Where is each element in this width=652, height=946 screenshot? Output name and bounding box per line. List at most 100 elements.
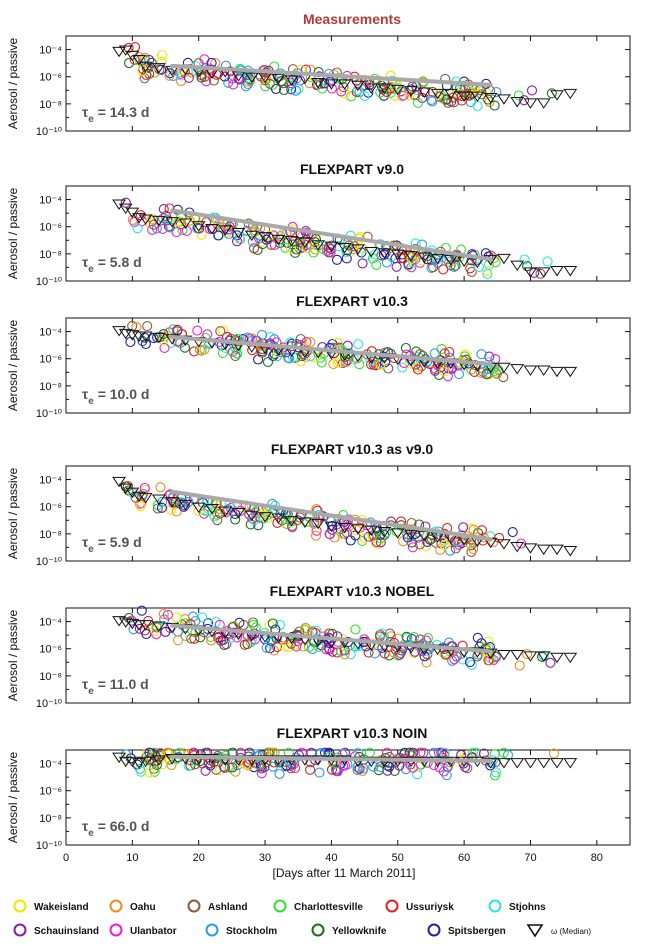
data-point [375,761,386,773]
legend-item: Stjohns [488,899,546,913]
median-marker [483,758,498,769]
data-point [468,524,479,535]
legend-item: Ashland [187,899,247,913]
data-point [548,748,560,759]
median-marker [132,331,146,342]
data-point [310,530,322,541]
data-point [473,262,484,273]
median-marker [271,755,286,766]
median-marker [563,88,578,100]
x-tick-label: 10 [126,852,138,864]
x-tick-label: 30 [259,852,271,864]
data-point [316,357,327,368]
data-point [490,354,501,365]
data-point [407,542,418,553]
data-point [231,632,242,643]
data-point [417,255,428,266]
data-point [146,57,157,68]
data-point [478,748,489,759]
median-marker [496,539,511,550]
y-tick-label: 10⁻⁴ [39,759,62,771]
y-tick-label: 10⁻¹⁰ [36,276,63,288]
y-axis-label: Aerosol / passive [6,319,20,411]
median-marker [404,529,418,541]
data-point [151,620,162,632]
median-marker [138,493,153,504]
data-point [481,265,493,276]
median-marker [496,253,511,265]
median-marker [112,476,127,488]
data-point [332,337,343,348]
data-point [292,515,303,526]
tau-value: = 11.0 d [94,676,149,692]
data-point [491,367,502,378]
median-marker [112,326,127,337]
data-point [135,501,146,512]
data-point [324,529,335,540]
y-tick-label: 10⁻⁴ [39,475,62,487]
data-point [160,626,171,637]
data-point [378,249,390,260]
median-marker [390,756,405,768]
data-point [183,496,194,508]
median-marker [523,758,538,769]
median-marker [510,97,525,108]
data-point [351,86,362,97]
data-point [498,747,509,758]
median-marker [244,510,259,522]
median-marker [138,61,153,73]
legend-item: Charlottesville [273,899,363,913]
x-tick-label: 60 [458,852,470,864]
data-point [156,502,167,513]
data-point [264,78,275,89]
data-point [213,632,224,643]
data-point [428,262,439,273]
data-point [183,760,194,771]
data-point [406,262,417,273]
legend-label: ω (Median) [551,927,591,936]
median-marker [417,252,432,263]
panel-3: FLEXPART v10.3 Aerosol / passive 10⁻⁴ 10⁻⁶ 1… [6,293,631,420]
median-marker [151,332,166,344]
median-marker [377,756,392,768]
data-point [259,762,270,773]
data-point [421,657,432,668]
y-tick-label: 10⁻⁶ [39,354,62,366]
data-point [266,636,277,647]
data-point [196,64,207,76]
data-point [134,55,145,66]
median-marker [231,228,246,239]
median-marker [244,72,259,84]
panel-1: Measurements Aerosol / passive 10⁻⁴ 10⁻⁶ 10⁻… [6,11,631,138]
data-point [230,514,241,525]
data-point [433,369,445,380]
median-marker [178,335,193,347]
tau-symbol: τ [82,676,89,692]
y-tick-label: 10⁻¹⁰ [36,126,63,138]
median-marker [404,251,418,262]
data-point [412,97,424,108]
y-tick-label: 10⁻⁴ [39,45,62,57]
data-point [427,96,438,107]
data-point [442,94,453,105]
median-marker [218,225,233,236]
median-marker [496,758,511,769]
data-point [359,533,370,544]
data-point [136,766,147,777]
data-point [403,90,415,101]
plot-frame [65,749,631,846]
data-point [311,625,322,636]
tau-value: = 5.9 d [94,534,142,550]
median-marker [258,512,272,523]
legend-swatch [488,899,502,913]
legend-swatch [385,899,399,913]
data-point [398,90,409,101]
data-point [184,215,195,226]
legend-label: Stockholm [226,926,277,937]
data-point [293,83,304,94]
median-marker [510,260,525,272]
data-point [329,348,340,359]
median-marker [165,622,180,634]
data-point [199,344,210,355]
data-point [219,762,231,773]
